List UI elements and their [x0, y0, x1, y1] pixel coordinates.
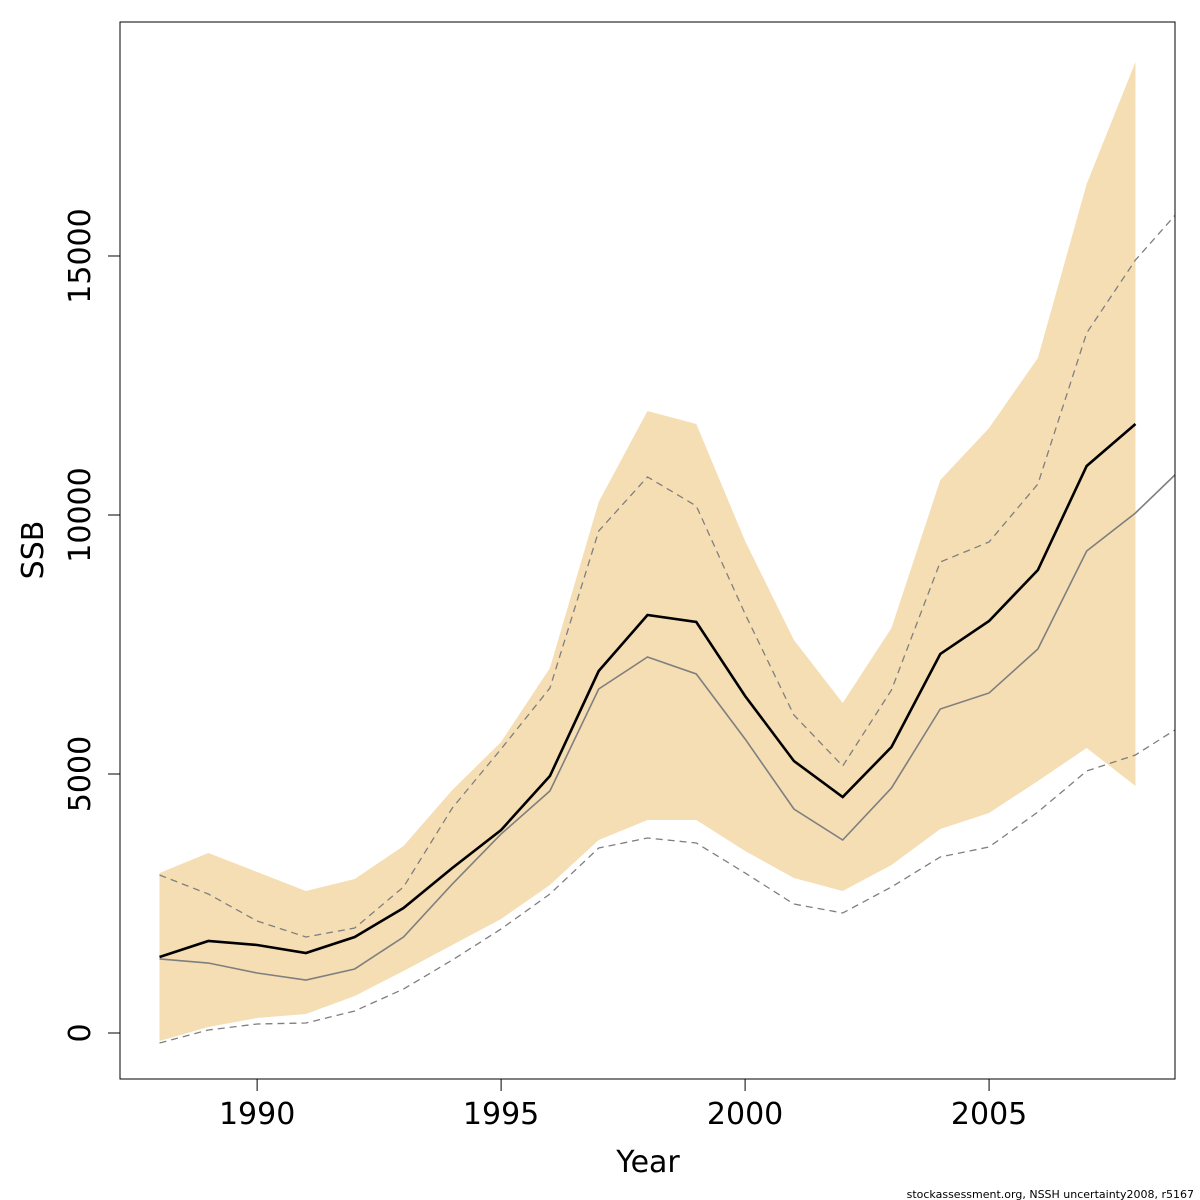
plot-frame	[119, 21, 1176, 1080]
y-tick-label: 15000	[63, 208, 98, 303]
plot-area	[159, 61, 1175, 1044]
series-line	[159, 422, 1137, 959]
confidence-band	[159, 61, 1136, 1041]
x-tick-label: 2000	[707, 1097, 783, 1132]
x-axis-title: Year	[615, 1145, 680, 1180]
footer: stockassessment.org, NSSH uncertainty200…	[907, 1188, 1194, 1200]
y-tick-label: 5000	[63, 736, 98, 812]
y-tick-label: 10000	[63, 467, 98, 562]
series-line	[159, 473, 1175, 981]
x-tick-label: 1990	[219, 1097, 295, 1132]
x-tick-label: 2005	[951, 1097, 1027, 1132]
series-line	[159, 214, 1175, 938]
x-tick-label: 1995	[463, 1097, 539, 1132]
y-axis-title: SSB	[16, 521, 51, 580]
y-tick-label: 0	[63, 1023, 98, 1042]
series-line	[159, 729, 1175, 1044]
